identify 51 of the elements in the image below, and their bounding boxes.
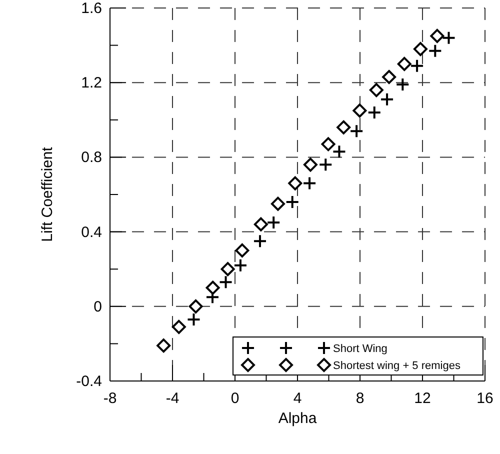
point	[321, 137, 336, 152]
point	[318, 158, 333, 172]
x-tick-label: 4	[293, 390, 302, 407]
point	[186, 312, 201, 326]
y-tick-label: 1.6	[81, 0, 102, 17]
point	[156, 338, 171, 353]
y-tick-label: 0	[94, 298, 102, 316]
point	[220, 262, 235, 276]
x-tick-label: 0	[230, 390, 240, 407]
y-tick-label: 1.2	[81, 74, 102, 92]
point	[352, 104, 367, 118]
y-axis-title: Lift Coefficient	[39, 146, 56, 242]
point	[254, 217, 268, 232]
x-tick-label: 16	[476, 390, 494, 407]
point	[302, 176, 317, 190]
point	[380, 92, 394, 106]
point	[218, 275, 233, 290]
point	[367, 105, 382, 120]
point	[235, 243, 250, 258]
x-tick-label: 12	[414, 390, 431, 407]
legend-label: Shortest wing + 5 remiges	[333, 360, 461, 372]
point	[270, 196, 285, 211]
y-tick-label: 0.4	[81, 224, 102, 241]
legend-label: Short Wing	[333, 343, 388, 355]
point	[172, 320, 186, 334]
point	[266, 215, 281, 230]
point	[233, 258, 248, 272]
point	[430, 28, 444, 43]
point	[369, 83, 384, 98]
point	[206, 280, 220, 295]
x-tick-label: -8	[103, 390, 117, 407]
point	[397, 56, 412, 71]
point	[410, 58, 424, 73]
point	[288, 176, 302, 190]
point	[253, 234, 267, 248]
point	[285, 194, 300, 209]
x-tick-label: 8	[356, 390, 364, 407]
x-axis-title: Alpha	[278, 410, 318, 427]
point	[396, 77, 410, 92]
point	[332, 144, 346, 159]
point	[188, 299, 203, 314]
point	[413, 42, 428, 56]
y-tick-label: -0.4	[76, 373, 102, 390]
point	[382, 70, 396, 84]
point	[428, 44, 442, 58]
y-tick-label: 0.8	[81, 149, 102, 166]
point	[336, 120, 351, 134]
point	[442, 30, 456, 45]
x-tick-label: -4	[166, 390, 180, 407]
point	[303, 158, 318, 172]
point	[350, 124, 364, 138]
